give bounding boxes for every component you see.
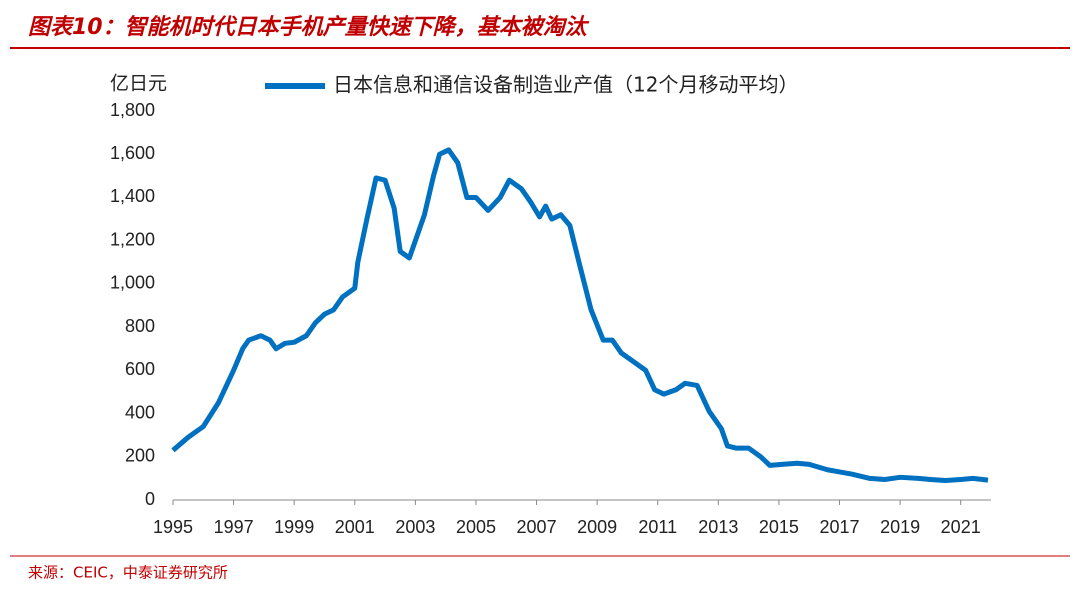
series-line xyxy=(171,147,989,484)
y-tick-label: 1,800 xyxy=(110,100,155,120)
y-tick-label: 400 xyxy=(125,402,155,422)
x-tick-label: 1995 xyxy=(153,517,193,537)
x-tick-label: 2003 xyxy=(395,517,435,537)
x-tick-label: 2015 xyxy=(759,517,799,537)
y-tick-label: 1,000 xyxy=(110,273,155,293)
y-tick-label: 1,200 xyxy=(110,229,155,249)
y-tick-label: 1,400 xyxy=(110,186,155,206)
y-tick-label: 1,600 xyxy=(110,143,155,163)
x-tick-label: 2007 xyxy=(517,517,557,537)
x-tick-label: 2021 xyxy=(941,517,981,537)
x-tick-label: 1999 xyxy=(274,517,314,537)
x-tick-label: 2017 xyxy=(819,517,859,537)
y-tick-label: 200 xyxy=(125,446,155,466)
x-tick-label: 2013 xyxy=(698,517,738,537)
x-tick-label: 2019 xyxy=(880,517,920,537)
y-tick-label: 800 xyxy=(125,316,155,336)
x-tick-label: 1997 xyxy=(214,517,254,537)
x-tick-label: 2005 xyxy=(456,517,496,537)
x-tick-label: 2011 xyxy=(638,517,677,537)
x-tick-label: 2001 xyxy=(335,517,375,537)
y-tick-label: 0 xyxy=(145,489,155,509)
legend-label: 日本信息和通信设备制造业产值（12个月移动平均） xyxy=(333,73,798,97)
y-axis-label: 亿日元 xyxy=(110,73,167,95)
x-tick-label: 2009 xyxy=(577,517,617,537)
source: 来源：CEIC，中泰证券研究所 xyxy=(28,564,228,582)
y-tick-label: 600 xyxy=(125,359,155,379)
chart-title: 图表10：智能机时代日本手机产量快速下降，基本被淘汰 xyxy=(28,14,590,40)
